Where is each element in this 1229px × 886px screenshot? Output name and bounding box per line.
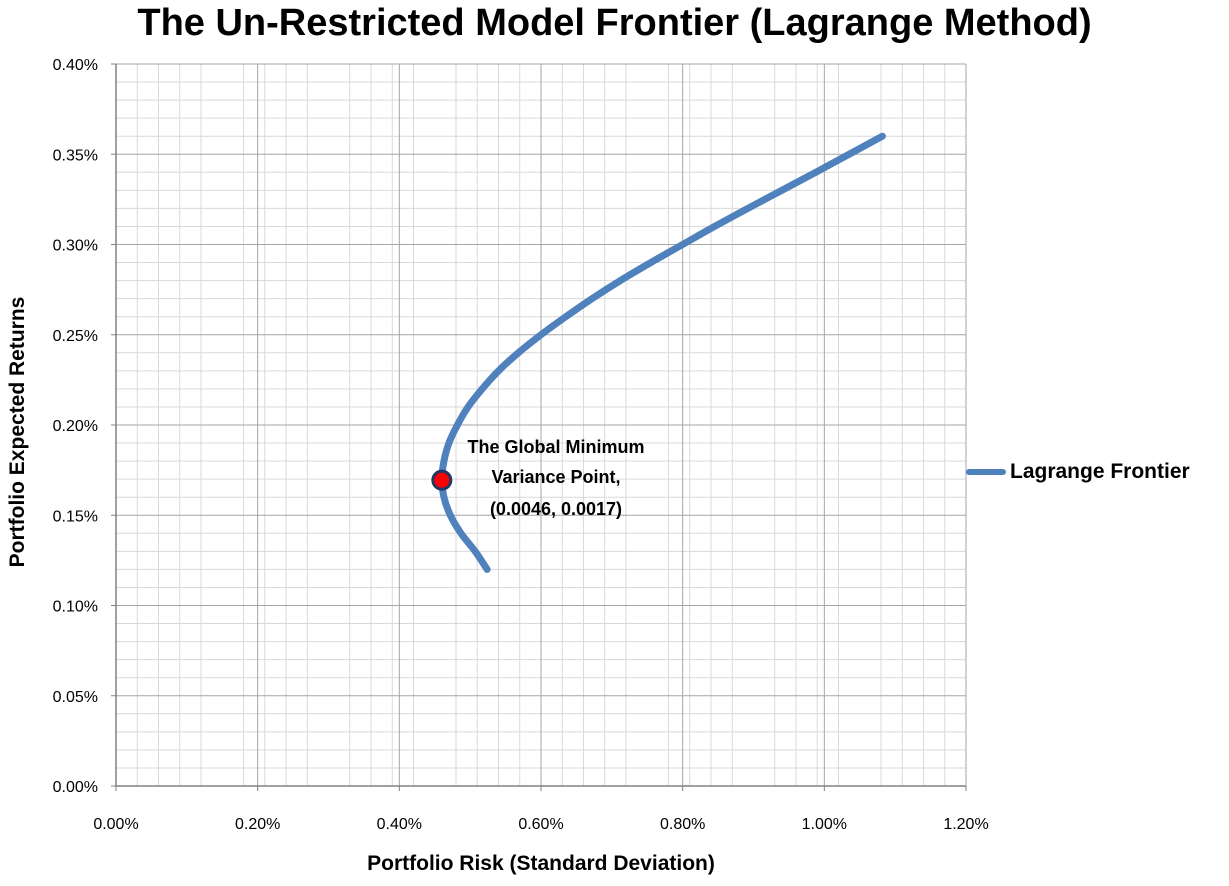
y-tick-label: 0.15% (53, 508, 98, 525)
chart-title: The Un-Restricted Model Frontier (Lagran… (137, 2, 1092, 44)
x-tick-label: 1.20% (943, 816, 988, 833)
x-tick-label: 0.00% (93, 816, 138, 833)
global-minimum-variance-marker (431, 469, 453, 491)
legend: Lagrange Frontier (966, 460, 1190, 484)
annotation-label-line: (0.0046, 0.0017) (490, 499, 622, 519)
x-tick-label: 1.00% (802, 816, 847, 833)
y-axis-title: Portfolio Expected Returns (6, 296, 29, 568)
x-tick-label: 0.60% (518, 816, 563, 833)
y-tick-label: 0.10% (53, 599, 98, 616)
y-tick-label: 0.30% (53, 238, 98, 255)
annotation-label-line: The Global Minimum (467, 437, 644, 457)
y-tick-label: 0.00% (53, 779, 98, 796)
x-tick-label: 0.80% (660, 816, 705, 833)
y-tick-label: 0.20% (53, 418, 98, 435)
y-tick-label: 0.40% (53, 57, 98, 74)
y-tick-label: 0.05% (53, 689, 98, 706)
x-tick-label: 0.40% (377, 816, 422, 833)
series-line-lagrange-frontier (438, 132, 886, 573)
y-tick-label: 0.35% (53, 147, 98, 164)
x-tick-label: 0.20% (235, 816, 280, 833)
y-tick-label: 0.25% (53, 328, 98, 345)
x-axis-title: Portfolio Risk (Standard Deviation) (367, 852, 715, 875)
legend-swatch (966, 469, 1006, 475)
legend-label: Lagrange Frontier (1010, 460, 1190, 483)
annotation-label-line: Variance Point, (491, 467, 620, 487)
